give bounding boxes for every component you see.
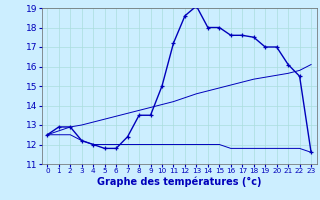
X-axis label: Graphe des températures (°c): Graphe des températures (°c) (97, 177, 261, 187)
